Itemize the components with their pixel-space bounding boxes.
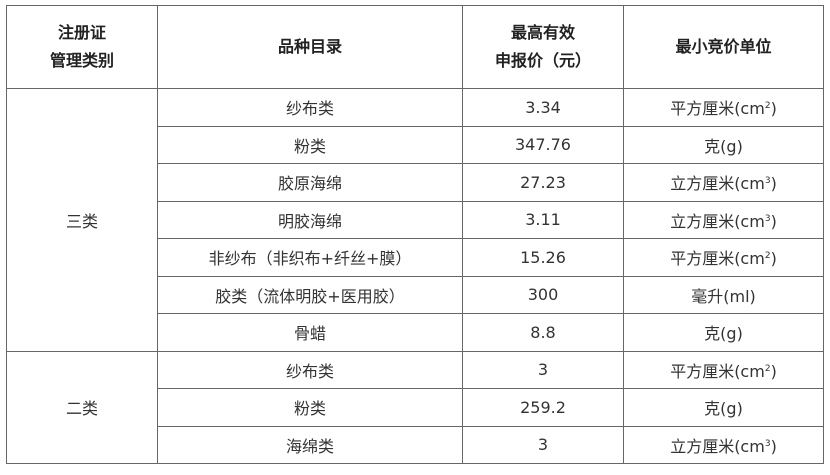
header-row: 注册证管理类别 品种目录 最高有效申报价（元） 最小竞价单位 xyxy=(6,5,824,89)
catalog-cell: 明胶海绵 xyxy=(157,200,463,239)
price-cell: 15.26 xyxy=(462,238,624,277)
price-cell: 3 xyxy=(462,350,624,389)
unit-base: 平方厘米(cm xyxy=(670,361,765,381)
unit-base: 立方厘米(cm xyxy=(670,436,765,456)
unit-end: ) xyxy=(770,436,777,456)
unit-end: ) xyxy=(770,361,777,381)
price-cell: 259.2 xyxy=(462,388,624,427)
unit-exponent: 2 xyxy=(764,363,771,374)
price-cell: 8.8 xyxy=(462,313,624,352)
table-row: 二类 纱布类 3 平方厘米(cm2) xyxy=(6,350,824,464)
table-row: 三类 纱布类 3.34 平方厘米(cm2) xyxy=(6,88,824,352)
unit-base: 立方厘米(cm xyxy=(670,174,765,194)
catalog-cell: 海绵类 xyxy=(157,425,463,464)
unit-cell: 立方厘米(cm3) xyxy=(623,425,824,464)
unit-exponent: 2 xyxy=(764,101,771,112)
unit-cell: 克(g) xyxy=(623,125,824,164)
table-row: 骨蜡 8.8 克(g) xyxy=(7,313,824,352)
price-cell: 347.76 xyxy=(462,125,624,164)
unit-exponent: 2 xyxy=(764,251,771,262)
unit-cell: 平方厘米(cm2) xyxy=(623,88,824,127)
table-row: 胶原海绵 27.23 立方厘米(cm3) xyxy=(7,163,824,202)
catalog-cell: 骨蜡 xyxy=(157,313,463,352)
header-catalog: 品种目录 xyxy=(157,5,463,89)
unit-base: 平方厘米(cm xyxy=(670,249,765,269)
unit-end: ) xyxy=(770,211,777,231)
price-cell: 3 xyxy=(462,425,624,464)
catalog-cell: 非纱布（非织布+纤丝+膜） xyxy=(157,238,463,277)
header-category: 注册证 管理类别 xyxy=(6,5,158,89)
unit-base: 毫升(ml) xyxy=(691,286,756,306)
category-cell: 二类 xyxy=(6,350,158,464)
unit-cell: 立方厘米(cm3) xyxy=(623,163,824,202)
price-cell: 3.11 xyxy=(462,200,624,239)
unit-cell: 毫升(ml) xyxy=(623,275,824,314)
unit-cell: 立方厘米(cm3) xyxy=(623,200,824,239)
catalog-cell: 胶原海绵 xyxy=(157,163,463,202)
catalog-cell: 纱布类 xyxy=(157,350,463,389)
unit-end: ) xyxy=(770,174,777,194)
catalog-cell: 粉类 xyxy=(157,125,463,164)
table-row: 胶类（流体明胶+医用胶） 300 毫升(ml) xyxy=(7,275,824,314)
unit-cell: 平方厘米(cm2) xyxy=(623,238,824,277)
unit-end: ) xyxy=(770,99,777,119)
price-cell: 300 xyxy=(462,275,624,314)
header-unit: 最小竞价单位 xyxy=(623,5,824,89)
header-text: 注册证 xyxy=(57,23,106,42)
unit-base: 克(g) xyxy=(704,324,743,344)
unit-exponent: 3 xyxy=(764,438,771,449)
unit-base: 立方厘米(cm xyxy=(670,211,765,231)
catalog-cell: 胶类（流体明胶+医用胶） xyxy=(157,275,463,314)
price-cell: 3.34 xyxy=(462,88,624,127)
catalog-cell: 粉类 xyxy=(157,388,463,427)
category-cell: 三类 xyxy=(6,88,158,352)
catalog-cell: 纱布类 xyxy=(157,88,463,127)
header-text: 最高有效 xyxy=(510,23,575,42)
table-row: 非纱布（非织布+纤丝+膜） 15.26 平方厘米(cm2) xyxy=(7,238,824,277)
unit-exponent: 3 xyxy=(764,176,771,187)
unit-cell: 克(g) xyxy=(623,313,824,352)
unit-base: 克(g) xyxy=(704,136,743,156)
unit-base: 克(g) xyxy=(704,399,743,419)
unit-cell: 平方厘米(cm2) xyxy=(623,350,824,389)
unit-exponent: 3 xyxy=(764,213,771,224)
price-cell: 27.23 xyxy=(462,163,624,202)
unit-base: 平方厘米(cm xyxy=(670,99,765,119)
unit-cell: 克(g) xyxy=(623,388,824,427)
header-text: 管理类别 xyxy=(49,51,114,70)
unit-end: ) xyxy=(770,249,777,269)
header-text: 申报价（元） xyxy=(494,51,591,70)
price-table: 注册证 管理类别 品种目录 最高有效 申报价（元） 最小竞价单位 三类 纱布类 3.34… xyxy=(6,5,824,464)
header-price: 最高有效申报价（元） xyxy=(462,5,624,89)
table-row: 粉类 347.76 克(g) xyxy=(7,125,824,164)
table-row: 海绵类 3 立方厘米(cm3) xyxy=(7,425,824,464)
